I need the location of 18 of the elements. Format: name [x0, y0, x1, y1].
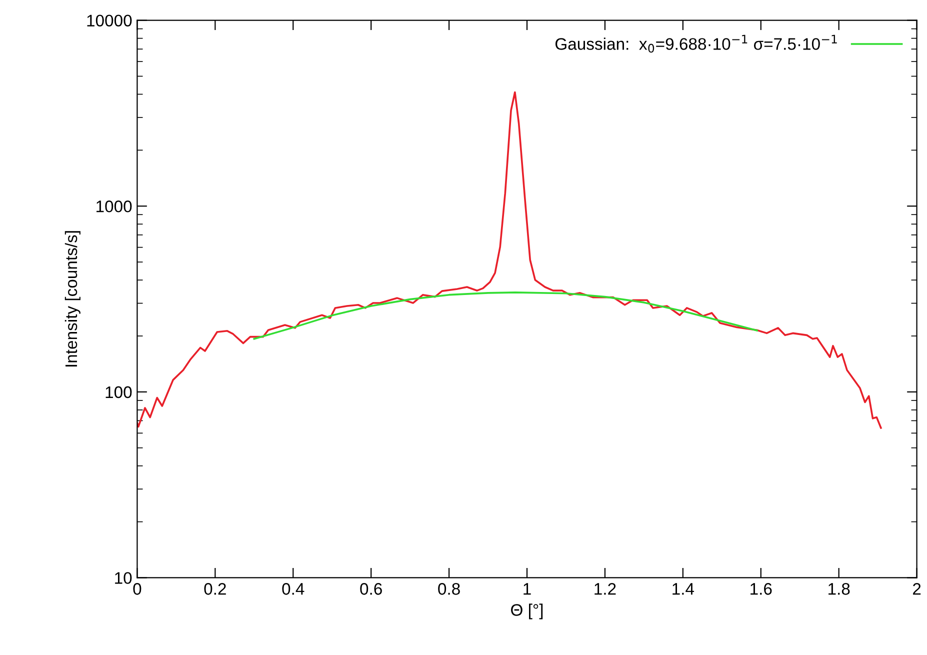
y-axis-title: Intensity [counts/s] — [64, 231, 80, 366]
y-tick-label: 1000 — [96, 200, 132, 212]
y-tick-label: 100 — [106, 386, 132, 398]
y-tick-label: 10000 — [87, 14, 132, 27]
x-tick-label: 1.2 — [594, 583, 616, 595]
x-tick-label: 1 — [524, 583, 531, 595]
x-tick-label: 1.6 — [750, 583, 772, 595]
x-axis-title: Θ [°] — [511, 604, 543, 620]
x-tick-label: 0 — [133, 583, 142, 595]
x-tick-label: 0.6 — [360, 583, 382, 595]
y-tick-label: 10 — [115, 572, 132, 584]
legend-label: Gaussian: x$_{0}$=9.688·10$^{−1}$ σ=7.5·10$^{−1}$ — [555, 34, 837, 53]
x-tick-label: 0.4 — [282, 583, 304, 595]
x-tick-label: 2 — [913, 583, 921, 595]
x-tick-label: 0.8 — [438, 583, 460, 595]
x-tick-label: 1.4 — [672, 583, 694, 595]
x-tick-label: 1.8 — [828, 583, 850, 595]
x-tick-label: 0.2 — [204, 583, 226, 595]
